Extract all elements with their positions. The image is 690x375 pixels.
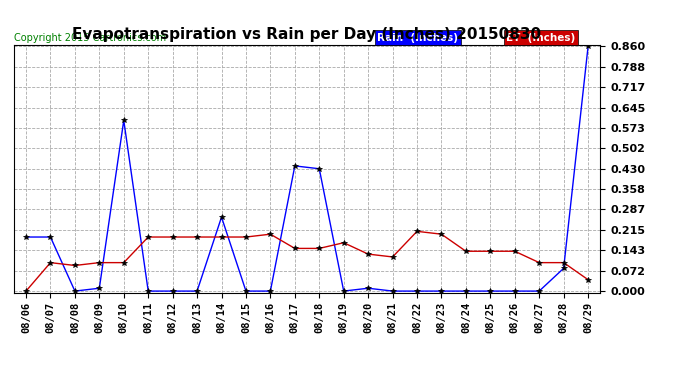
Text: Rain  (Inches): Rain (Inches) [377,33,458,42]
Text: Copyright 2015 Cartronics.com: Copyright 2015 Cartronics.com [14,33,166,42]
Title: Evapotranspiration vs Rain per Day (Inches) 20150830: Evapotranspiration vs Rain per Day (Inch… [72,27,542,42]
Text: ET  (Inches): ET (Inches) [506,33,575,42]
